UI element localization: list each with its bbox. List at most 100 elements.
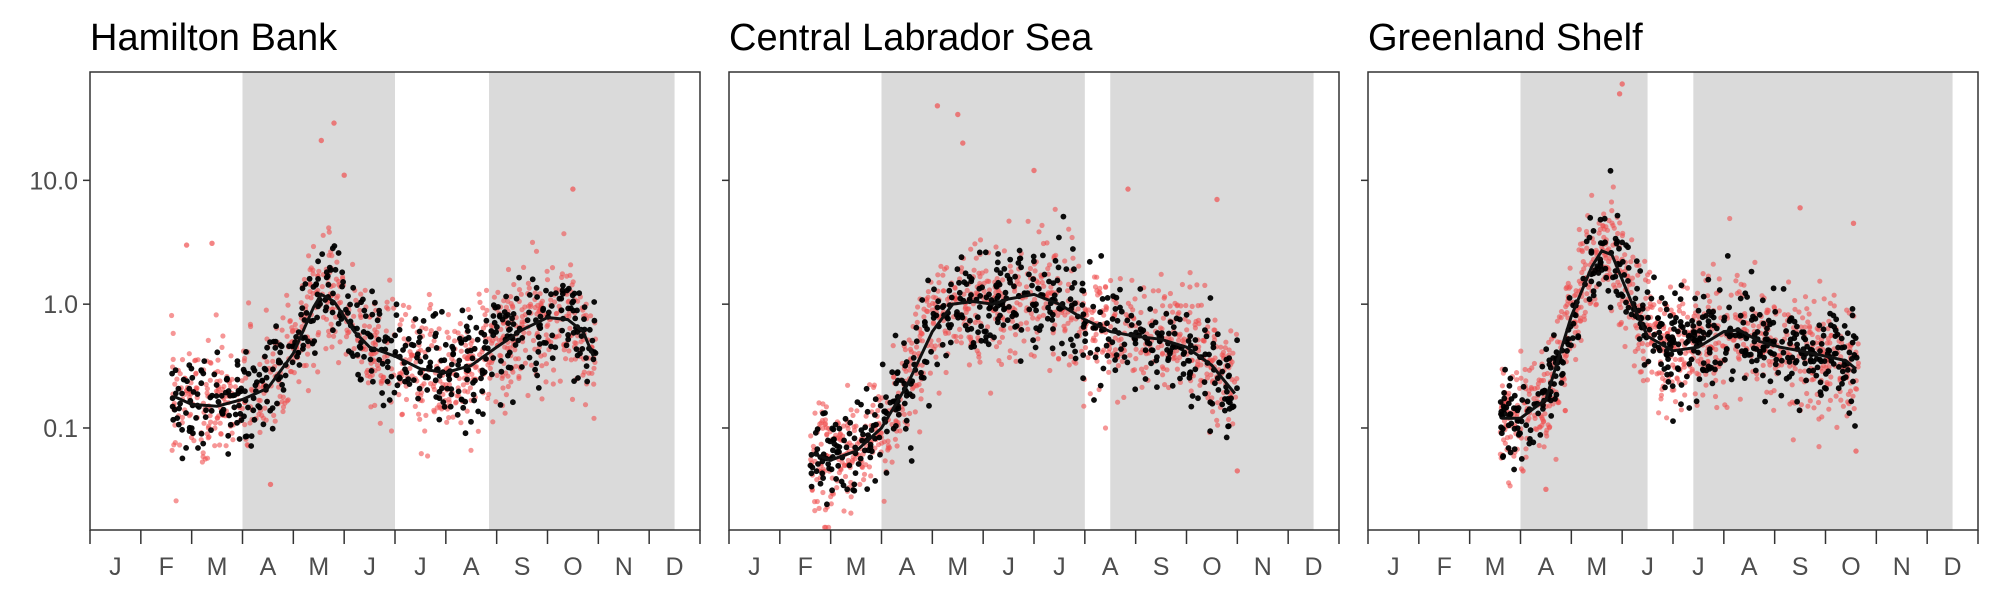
data-point-black	[432, 311, 439, 317]
data-point-black	[919, 297, 926, 303]
data-point-black	[532, 366, 538, 373]
data-point-red	[1572, 293, 1578, 299]
data-point-black	[215, 398, 222, 405]
data-point-red	[1215, 422, 1221, 428]
data-point-black	[1071, 280, 1078, 286]
data-point-red	[1526, 391, 1532, 397]
data-point-black	[524, 317, 531, 324]
data-point-black	[1750, 345, 1757, 352]
data-point-red	[845, 382, 851, 388]
data-point-black	[1749, 358, 1755, 365]
data-point-black	[1737, 312, 1744, 319]
data-point-black	[872, 396, 879, 403]
data-point-red	[285, 397, 291, 403]
data-point-black	[1615, 292, 1622, 298]
data-point-black	[939, 304, 946, 311]
data-point-red	[271, 412, 277, 418]
data-point-red	[1542, 411, 1548, 417]
data-point-red	[551, 367, 557, 373]
x-tick-label: S	[1153, 553, 1170, 581]
data-point-black	[1087, 350, 1094, 356]
x-tick-label: J	[1002, 553, 1015, 581]
data-point-red	[1222, 345, 1228, 351]
data-point-red	[559, 274, 565, 280]
data-point-black	[186, 385, 193, 392]
data-point-black	[314, 314, 320, 321]
data-point-red	[1523, 454, 1529, 460]
data-point-black	[1705, 322, 1712, 329]
data-point-red	[1609, 208, 1615, 214]
data-point-black	[536, 341, 543, 347]
data-point-black	[1565, 336, 1572, 342]
data-point-black	[571, 378, 577, 384]
data-point-red	[1734, 272, 1740, 278]
data-point-black	[1006, 276, 1013, 283]
data-point-black	[1728, 376, 1735, 383]
data-point-black	[590, 356, 597, 363]
data-point-red	[1041, 305, 1047, 311]
data-point-black	[1500, 403, 1507, 410]
data-point-red	[1610, 184, 1616, 190]
data-point-black	[1625, 278, 1631, 284]
data-point-red	[1159, 364, 1165, 370]
data-point-black	[1511, 446, 1518, 452]
data-point-black	[1700, 360, 1707, 366]
data-point-red	[1850, 393, 1856, 399]
data-point-black	[843, 444, 850, 451]
data-point-red	[1117, 276, 1123, 282]
data-point-red	[823, 524, 829, 531]
data-point-black	[1703, 367, 1710, 374]
data-point-black	[1092, 354, 1099, 361]
x-tick-label: J	[1387, 553, 1400, 581]
data-point-red	[1182, 316, 1188, 322]
data-point-red	[186, 351, 192, 357]
data-point-black	[172, 390, 179, 397]
data-point-black	[1524, 398, 1531, 405]
data-point-black	[1675, 341, 1682, 348]
data-point-red	[427, 306, 433, 312]
data-point-red	[539, 396, 545, 402]
data-point-red	[1587, 300, 1593, 306]
data-point-black	[1686, 405, 1693, 411]
data-point-red	[1197, 382, 1203, 388]
data-point-red	[1805, 319, 1811, 325]
data-point-red	[1522, 366, 1528, 373]
data-point-black	[1559, 372, 1565, 378]
data-point-black	[1167, 319, 1174, 325]
data-point-black	[299, 285, 306, 292]
data-point-red	[526, 303, 532, 309]
data-point-black	[968, 325, 975, 332]
data-point-black	[1202, 351, 1209, 358]
data-point-black	[1677, 319, 1684, 325]
data-point-outlier	[318, 137, 324, 144]
data-point-black	[171, 406, 178, 413]
data-point-red	[1642, 258, 1648, 264]
data-point-red	[522, 304, 528, 310]
data-point-red	[1840, 403, 1846, 409]
data-point-black	[367, 356, 374, 363]
data-point-red	[823, 404, 830, 410]
data-point-black	[568, 305, 574, 312]
data-point-black	[1634, 285, 1640, 292]
data-point-red	[410, 323, 416, 329]
data-point-black	[1846, 349, 1853, 356]
data-point-red	[1802, 294, 1809, 300]
data-point-red	[1576, 226, 1582, 233]
data-point-black	[1799, 329, 1805, 335]
data-point-black	[918, 374, 925, 381]
data-point-black	[1507, 449, 1514, 456]
data-point-red	[1581, 266, 1587, 272]
data-point-black	[1097, 382, 1104, 389]
data-point-black	[376, 356, 383, 363]
data-point-red	[1104, 305, 1110, 311]
data-point-black	[1112, 357, 1118, 363]
data-point-red	[1582, 262, 1589, 268]
data-point-black	[1518, 456, 1525, 462]
data-point-black	[1109, 316, 1116, 322]
data-point-black	[497, 402, 504, 408]
data-point-black	[1842, 374, 1849, 380]
data-point-red	[1160, 303, 1166, 309]
data-point-red	[437, 378, 443, 384]
data-point-black	[846, 462, 853, 469]
data-point-red	[513, 363, 519, 369]
